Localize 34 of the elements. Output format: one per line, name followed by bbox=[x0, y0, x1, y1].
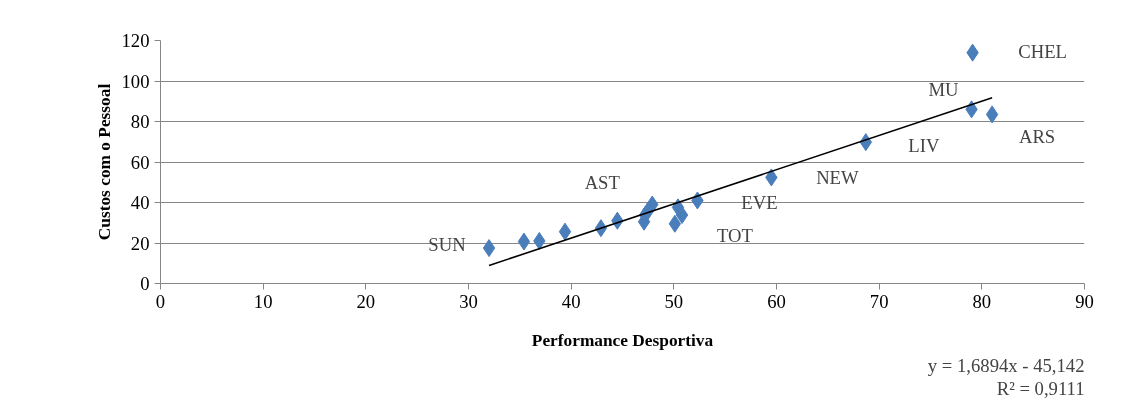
y-tick-label: 40 bbox=[130, 192, 150, 213]
x-tick-label: 90 bbox=[1075, 290, 1094, 312]
x-axis-title: Performance Desportiva bbox=[531, 330, 714, 350]
x-tick-label: 70 bbox=[869, 290, 889, 312]
annotation: ARS bbox=[1018, 125, 1056, 147]
x-tick-label: 60 bbox=[767, 290, 786, 312]
x-tick-label: 50 bbox=[664, 290, 684, 312]
x-tick-label: 30 bbox=[459, 290, 478, 312]
y-axis-title: Custos com o Pessoal bbox=[94, 83, 114, 241]
annotation: LIV bbox=[908, 134, 940, 156]
point bbox=[668, 214, 682, 233]
point bbox=[675, 206, 689, 225]
x-tick-label: 80 bbox=[972, 290, 992, 312]
point bbox=[517, 232, 531, 251]
annotation: NEW bbox=[816, 166, 859, 188]
annotation: CHEL bbox=[1018, 41, 1067, 63]
point bbox=[558, 222, 572, 241]
y-tick-label: 80 bbox=[130, 111, 150, 132]
x-tick-label: 40 bbox=[561, 290, 581, 312]
annotation: MU bbox=[928, 78, 960, 100]
x-tick-label: 10 bbox=[253, 290, 273, 312]
x-tick-label: 0 bbox=[155, 290, 166, 312]
point bbox=[985, 105, 999, 124]
x-tick-label: 20 bbox=[356, 290, 376, 312]
text: R² = 0,9111 bbox=[996, 377, 1085, 399]
y-tick-label: 60 bbox=[130, 151, 150, 173]
annotation: TOT bbox=[716, 225, 754, 247]
y-tick-label: 120 bbox=[121, 30, 150, 51]
point bbox=[482, 239, 496, 258]
text: y = 1,6894x - 45,142 bbox=[927, 354, 1085, 376]
annotation: AST bbox=[584, 172, 621, 194]
y-tick-label: 0 bbox=[140, 273, 150, 294]
y-tick-label: 100 bbox=[121, 70, 150, 92]
y-tick-label: 20 bbox=[130, 232, 150, 254]
